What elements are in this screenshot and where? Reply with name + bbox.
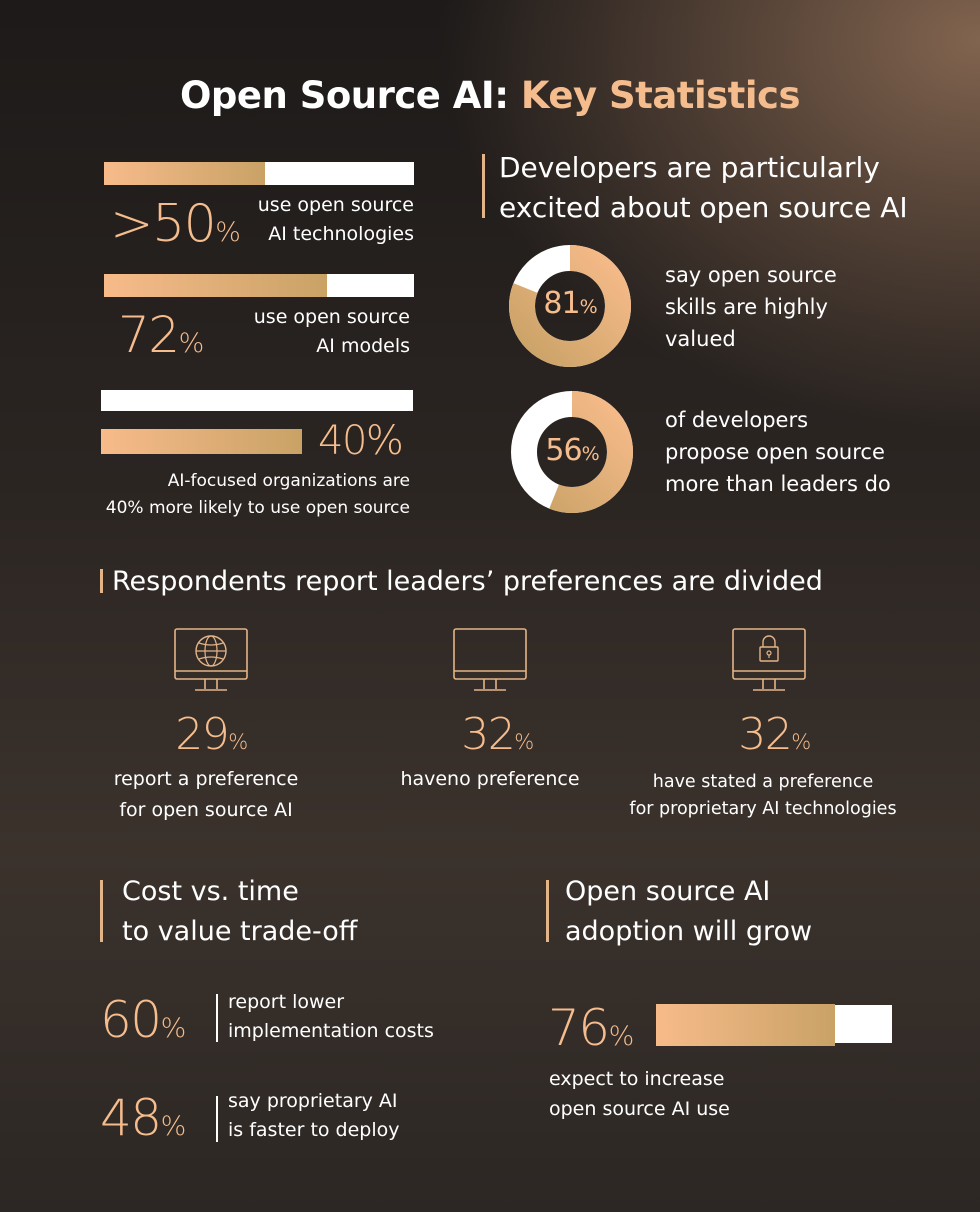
donut-56-label-line-2: propose open source <box>665 440 885 464</box>
growth-bar-fill <box>656 1004 835 1046</box>
stat-3-label-line-1: AI-focused organizations are <box>167 471 410 491</box>
stat-3-value: 40% <box>318 418 404 464</box>
leader-2-unit: % <box>514 730 534 754</box>
stat-1-unit: % <box>215 217 241 248</box>
donut-56-label-line-3: more than leaders do <box>665 472 891 496</box>
page-title: Open Source AI: Key Statistics <box>0 74 980 117</box>
stat-1-label-line-1: use open source <box>257 194 414 216</box>
donut-56-chart <box>511 391 633 513</box>
leader-1-number: 29 <box>175 709 230 760</box>
title-part-1: Open Source AI: <box>179 74 521 117</box>
leader-2-value: 32% <box>397 713 597 757</box>
leader-3-number: 32 <box>738 709 793 760</box>
donut-56-label: of developers propose open source more t… <box>665 404 891 500</box>
cost-stat-1-value: 60% <box>100 995 186 1045</box>
lock-monitor-icon <box>731 627 807 695</box>
developers-heading-line-2: excited about open source AI <box>499 191 908 224</box>
cost-stat-1-number: 60 <box>100 991 162 1049</box>
stat-2-label: use open source AI models <box>200 303 410 361</box>
donut-81-arc <box>509 245 631 367</box>
stat-1-bar-fill <box>104 162 265 185</box>
leader-1-label-line-2: for open source AI <box>119 799 293 821</box>
donut-81-chart <box>509 245 631 367</box>
leader-3-label-line-1: have stated a preference <box>652 772 874 792</box>
developers-heading-line-1: Developers are particularly <box>499 151 880 184</box>
cost-stat-2-unit: % <box>160 1111 187 1142</box>
cost-stat-2-label-line-1: say proprietary AI <box>228 1090 398 1112</box>
donut-56-value: 56% <box>508 433 636 468</box>
stat-1-value: >50% <box>110 198 241 250</box>
leaders-heading: Respondents report leaders’ preferences … <box>112 566 823 597</box>
cost-stat-2-divider <box>216 1096 218 1142</box>
leader-2-number: 32 <box>461 709 516 760</box>
donut-81-label-line-3: valued <box>665 327 736 351</box>
cost-stat-1-label-line-2: implementation costs <box>228 1020 434 1042</box>
donut-56-arc <box>511 391 633 513</box>
stat-2-value: 72% <box>118 310 204 360</box>
growth-heading-accent-line <box>546 880 549 942</box>
leaders-heading-accent-line <box>100 569 103 593</box>
cost-stat-1-divider <box>216 994 218 1042</box>
donut-81-label-line-1: say open source <box>665 263 837 287</box>
growth-heading-line-2: adoption will grow <box>565 916 813 947</box>
developers-heading: Developers are particularly excited abou… <box>499 148 908 228</box>
leader-1-value: 29% <box>111 713 311 757</box>
stat-1-label: use open source AI technologies <box>200 191 414 249</box>
donut-81-unit: % <box>579 296 598 318</box>
donut-56-number: 56 <box>545 433 582 468</box>
growth-label-line-2: open source AI use <box>549 1098 730 1120</box>
cost-stat-1-unit: % <box>160 1013 187 1044</box>
title-part-2: Key Statistics <box>520 74 801 117</box>
stat-2-unit: % <box>178 328 205 359</box>
growth-value: 76% <box>548 1003 634 1053</box>
donut-56-unit: % <box>581 443 600 465</box>
globe-monitor-icon <box>173 627 249 695</box>
leader-3-label: have stated a preference for proprietary… <box>610 769 916 823</box>
leader-3-label-line-2: for proprietary AI technologies <box>629 799 897 819</box>
leader-3-value: 32% <box>674 713 874 757</box>
cost-heading-accent-line <box>100 880 103 942</box>
stat-3-bar-white <box>101 390 413 411</box>
leader-3-unit: % <box>791 730 811 754</box>
stat-1-label-line-2: AI technologies <box>268 223 414 245</box>
stat-3-label: AI-focused organizations are 40% more li… <box>60 468 410 522</box>
donut-81-value: 81% <box>506 286 634 321</box>
growth-number: 76 <box>548 999 610 1057</box>
growth-heading-line-1: Open source AI <box>565 876 771 907</box>
growth-unit: % <box>608 1021 635 1052</box>
cost-heading-line-1: Cost vs. time <box>122 876 299 907</box>
stat-2-label-line-2: AI models <box>316 335 410 357</box>
donut-81-label: say open source skills are highly valued <box>665 259 837 355</box>
cost-stat-1-label: report lower implementation costs <box>228 988 434 1046</box>
stat-3-label-line-2: 40% more likely to use open source <box>105 498 410 518</box>
cost-stat-2-number: 48 <box>100 1089 162 1147</box>
stat-2-number: 72 <box>118 306 180 364</box>
leader-2-label-line-1: haveno preference <box>400 768 580 790</box>
stat-2-bar-fill <box>104 274 327 297</box>
developers-heading-accent-line <box>482 154 485 218</box>
stat-3-bar-gold <box>101 429 302 454</box>
cost-stat-2-value: 48% <box>100 1093 186 1143</box>
stat-2-label-line-1: use open source <box>253 306 410 328</box>
donut-56-label-line-1: of developers <box>665 408 809 432</box>
growth-label: expect to increase open source AI use <box>549 1064 730 1124</box>
monitor-icon <box>452 627 528 695</box>
cost-stat-1-label-line-1: report lower <box>228 991 345 1013</box>
donut-81-label-line-2: skills are highly <box>665 295 828 319</box>
cost-stat-2-label-line-2: is faster to deploy <box>228 1119 400 1141</box>
donut-81-number: 81 <box>543 286 580 321</box>
growth-label-line-1: expect to increase <box>549 1068 725 1090</box>
leader-1-label-line-1: report a preference <box>113 768 299 790</box>
stat-1-number: >50 <box>110 194 217 254</box>
cost-heading-line-2: to value trade-off <box>122 916 358 947</box>
stat-3-unit: % <box>365 418 404 464</box>
cost-stat-2-label: say proprietary AI is faster to deploy <box>228 1087 400 1145</box>
leader-2-label: haveno preference <box>370 764 610 795</box>
cost-heading: Cost vs. time to value trade-off <box>122 872 357 952</box>
growth-heading: Open source AI adoption will grow <box>565 872 812 952</box>
leader-1-label: report a preference for open source AI <box>80 764 332 826</box>
leader-1-unit: % <box>228 730 248 754</box>
stat-3-number: 40 <box>318 418 367 464</box>
